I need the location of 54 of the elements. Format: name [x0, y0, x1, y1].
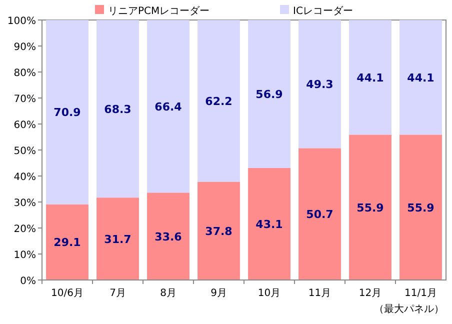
- bar: [248, 20, 290, 168]
- bar: [96, 20, 139, 198]
- text: （最大パネル）: [374, 303, 444, 315]
- y-tick-label: 0%: [20, 276, 36, 287]
- data-label: 29.1: [54, 236, 81, 250]
- x-tick-label: 7月: [110, 288, 126, 299]
- bar: [46, 204, 88, 280]
- bar: [198, 182, 240, 280]
- bar: [248, 168, 290, 280]
- x-tick-label: 11/1月: [404, 288, 437, 299]
- x-tick-label: 8月: [160, 288, 176, 299]
- data-label: 37.8: [205, 224, 232, 238]
- data-label: 31.7: [104, 232, 132, 246]
- legend-label: リニアPCMレコーダー: [108, 5, 210, 17]
- bar: [147, 192, 190, 280]
- bar: [96, 198, 139, 280]
- bar: [298, 20, 341, 148]
- y-tick-label: 90%: [14, 42, 36, 53]
- x-tick-label: 10/6月: [51, 288, 84, 299]
- bar: [147, 20, 190, 193]
- data-label: 66.4: [154, 100, 182, 114]
- legend-label: ICレコーダー: [293, 5, 353, 17]
- bar: [298, 148, 341, 280]
- data-label: 62.2: [205, 94, 232, 108]
- y-tick-label: 50%: [14, 146, 36, 157]
- x-tick-label: 9月: [210, 288, 227, 299]
- y-tick-label: 10%: [14, 250, 36, 261]
- bar: [198, 20, 240, 182]
- y-tick-label: 60%: [14, 120, 36, 131]
- data-label: 70.9: [54, 106, 81, 120]
- y-tick-label: 40%: [14, 172, 36, 183]
- y-tick-label: 100%: [7, 16, 36, 27]
- bar: [400, 134, 442, 280]
- x-tick-label: 12月: [358, 288, 382, 299]
- data-label: 49.3: [306, 78, 334, 92]
- data-label: 44.1: [407, 71, 434, 84]
- x-tick-label: 10月: [258, 288, 281, 299]
- bar: [349, 134, 392, 280]
- data-label: 33.6: [154, 230, 182, 244]
- data-label: 56.9: [256, 88, 283, 101]
- data-label: 68.3: [104, 102, 132, 116]
- y-tick-label: 20%: [14, 224, 36, 235]
- y-tick-label: 30%: [14, 198, 36, 209]
- y-tick-label: 80%: [14, 68, 36, 79]
- y-tick-label: 70%: [14, 94, 36, 105]
- data-label: 44.1: [356, 71, 384, 84]
- bar: [400, 20, 442, 135]
- data-label: 43.1: [256, 218, 283, 231]
- data-label: 55.9: [407, 201, 434, 214]
- x-tick-label: 11月: [308, 288, 332, 299]
- data-label: 55.9: [356, 201, 384, 214]
- data-label: 50.7: [306, 208, 334, 222]
- bar: [46, 20, 88, 204]
- bar: [349, 20, 392, 135]
